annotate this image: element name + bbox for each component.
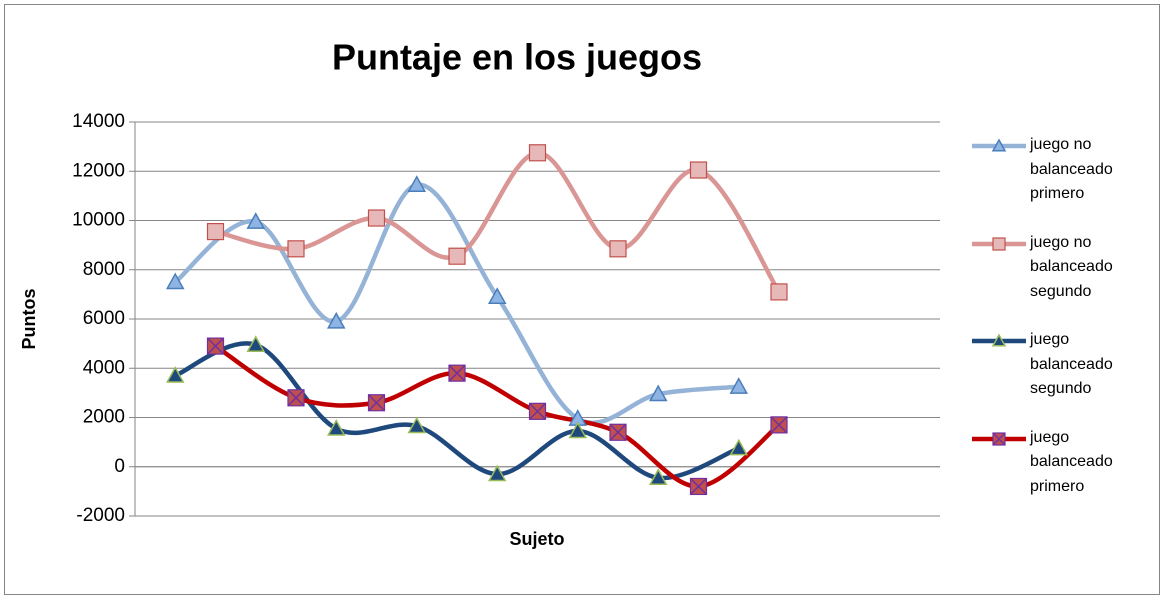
marker-cross	[206, 337, 225, 355]
marker	[407, 175, 427, 192]
marker	[326, 311, 346, 329]
marker	[770, 416, 788, 434]
y-tick-label: 12000	[72, 160, 125, 181]
marker	[487, 464, 507, 482]
legend-swatch	[972, 431, 1026, 446]
legend-item: juego no balanceado segundo	[972, 231, 1162, 311]
marker-cross	[689, 477, 708, 495]
marker	[991, 138, 1007, 152]
chart-title: Puntaje en los juegos	[332, 37, 702, 78]
marker-cross	[367, 394, 386, 412]
marker-cross	[609, 423, 627, 441]
marker	[326, 419, 346, 436]
marker	[487, 287, 507, 304]
y-tick-label: 2000	[83, 407, 125, 428]
marker	[407, 416, 427, 434]
legend-item: juego balanceado segundo	[972, 328, 1162, 408]
marker	[246, 212, 266, 229]
marker	[648, 384, 668, 402]
marker-box	[206, 222, 225, 241]
marker	[528, 402, 547, 420]
y-tick-label: 10000	[72, 210, 125, 231]
y-tick-label: 4000	[83, 357, 125, 378]
marker	[609, 423, 627, 441]
marker	[246, 335, 266, 353]
marker	[287, 240, 305, 258]
y-tick-label: 0	[114, 456, 125, 477]
marker-box	[367, 209, 386, 227]
legend-swatch	[972, 138, 1026, 152]
marker	[165, 272, 185, 290]
marker-cross	[287, 389, 305, 407]
marker	[991, 333, 1007, 347]
x-axis-label: Sujeto	[509, 529, 564, 549]
legend-label: juego no balanceado primero	[1030, 136, 1113, 202]
marker-cross	[770, 416, 788, 434]
marker-box	[609, 240, 627, 258]
marker	[528, 144, 547, 162]
legend-label: juego balanceado segundo	[1030, 331, 1113, 397]
marker	[448, 364, 466, 382]
legend-item: juego balanceado primero	[972, 426, 1162, 506]
marker-cross	[992, 431, 1006, 446]
marker-box	[287, 240, 305, 258]
marker	[165, 366, 185, 383]
y-tick-label: 8000	[83, 259, 125, 280]
marker	[206, 337, 225, 355]
marker-cross	[528, 402, 547, 420]
legend-label: juego balanceado primero	[1030, 428, 1113, 495]
marker	[689, 477, 708, 496]
y-axis-label: Puntos	[19, 289, 39, 350]
y-tick-label: 6000	[83, 308, 125, 329]
y-tick-label: -2000	[76, 505, 125, 526]
marker-box	[528, 144, 547, 162]
marker-cross	[448, 364, 466, 382]
series-line	[174, 341, 740, 481]
marker	[568, 421, 588, 439]
marker	[609, 240, 627, 258]
marker	[729, 377, 749, 394]
marker	[367, 209, 386, 227]
marker	[992, 431, 1006, 446]
marker-box	[448, 247, 466, 265]
legend-label: juego no balanceado segundo	[1030, 233, 1113, 300]
marker-box	[770, 283, 788, 301]
marker-box	[689, 161, 708, 179]
marker	[729, 438, 749, 456]
marker	[206, 222, 225, 241]
legend-swatch	[972, 236, 1026, 251]
marker	[689, 161, 708, 179]
marker	[448, 247, 466, 265]
series-line	[173, 182, 739, 426]
marker	[287, 389, 305, 407]
marker	[367, 394, 386, 412]
chart-border	[4, 4, 1160, 595]
legend-swatch	[972, 333, 1026, 347]
marker	[770, 283, 788, 301]
marker	[648, 468, 668, 485]
marker	[992, 236, 1006, 251]
y-tick-label: 14000	[72, 111, 125, 132]
legend-item: juego no balanceado primero	[972, 133, 1162, 213]
marker-box	[992, 236, 1006, 251]
